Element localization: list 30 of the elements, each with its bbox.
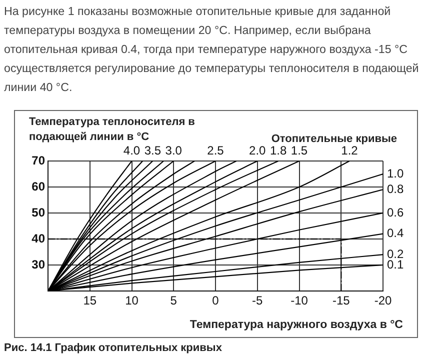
series-label: 2.0 — [249, 143, 266, 158]
y-tick-label: 70 — [32, 153, 46, 168]
text: На рисунке 1 показаны возможные отопительные кривые для заданной температуры воздуха в помещении 20 °C. Например, если выбрана отопительная кривая 0.4, тогда при температуре наружного воздуха -15 °C осуществляется регулирование до температуры теплоносителя в подающей линии 40 °C. — [4, 4, 420, 96]
x-tick-label: 10 — [125, 294, 139, 308]
y-axis-title: Температура теплоносителя в подающей линии в °C — [29, 115, 196, 145]
series-label: 2.5 — [207, 143, 224, 158]
y-tick-label: 60 — [32, 179, 46, 194]
x-tick-label: -10 — [290, 294, 308, 308]
x-tick-label: -15 — [332, 294, 350, 308]
series-label: 0.8 — [387, 182, 404, 196]
y-tick-label: 40 — [32, 231, 46, 246]
legend-title: Отопительные кривые — [271, 133, 397, 145]
x-tick-label: 5 — [170, 294, 178, 308]
series-label: 3.5 — [144, 143, 162, 158]
y-tick-label: 30 — [32, 257, 46, 272]
y-tick-label: 50 — [32, 205, 46, 220]
series-label: 1.0 — [387, 166, 404, 180]
series-label: 0.6 — [387, 205, 404, 220]
x-tick-label: -5 — [252, 294, 264, 308]
series-label: 3.0 — [165, 143, 182, 158]
series-label: 1.8 — [270, 143, 287, 158]
x-axis-title: Температура наружного воздуха в °C — [190, 319, 403, 331]
x-tick-label: 15 — [83, 294, 97, 308]
x-tick-label: 0 — [212, 294, 220, 308]
x-tick-label: -20 — [374, 294, 392, 308]
text: Рис. 14.1 График отопительных кривых — [4, 342, 222, 354]
series-label: 4.0 — [123, 143, 140, 158]
series-label: 1.5 — [290, 143, 308, 158]
series-label: 0.4 — [387, 226, 404, 240]
series-label: 1.2 — [341, 143, 358, 158]
